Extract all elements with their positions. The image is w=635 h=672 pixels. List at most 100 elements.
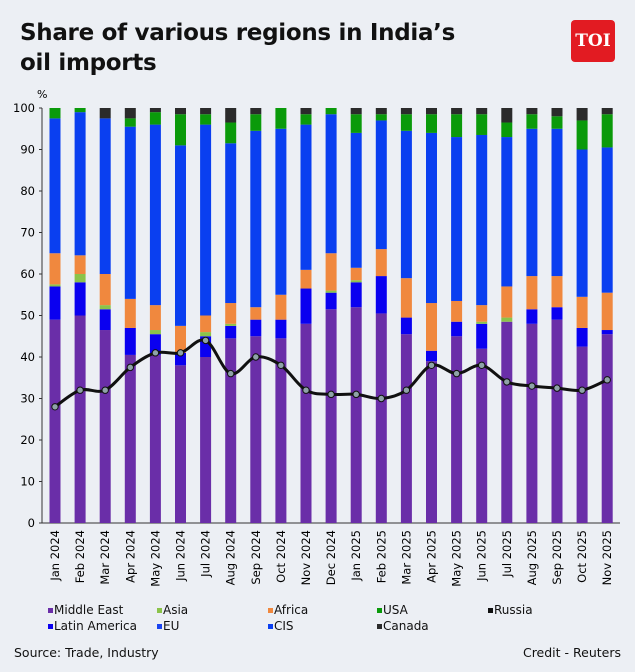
x-tick-label: Aug 2025 (525, 530, 539, 585)
bar-segment-cis (375, 120, 387, 250)
bar-segment-asia (476, 321, 488, 324)
x-tick-label: Mar 2025 (399, 530, 413, 585)
bar-segment-usa (350, 114, 362, 133)
russia-point (252, 353, 260, 361)
bar-segment-middle-east (426, 361, 437, 523)
y-tick-label: 10 (20, 475, 35, 489)
x-tick-label: Apr 2025 (425, 530, 439, 583)
bar-segment-cis (74, 112, 86, 256)
russia-point (377, 394, 385, 403)
bar-segment-latin-america (300, 288, 312, 324)
legend-label: Canada (383, 619, 429, 633)
legend-swatch (268, 607, 273, 613)
bar-segment-cis (225, 143, 237, 304)
x-tick-label: May 2025 (450, 530, 464, 587)
russia-point (603, 376, 611, 384)
bar-segment-canada (501, 108, 513, 123)
x-tick-label: May 2024 (148, 530, 162, 587)
russia-point (302, 386, 310, 394)
x-tick-label: Oct 2025 (575, 530, 589, 583)
bar-segment-usa (175, 114, 186, 146)
legend-swatch (488, 607, 493, 613)
bar-segment-usa (275, 108, 287, 129)
bar-segment-usa (400, 114, 412, 131)
bar-segment-cis (576, 149, 588, 297)
bar-segment-cis (300, 124, 312, 270)
bar-segment-usa (551, 116, 563, 129)
x-tick-label: Feb 2025 (374, 530, 388, 583)
legend-item: Canada (377, 619, 429, 633)
bar-segment-africa (601, 292, 613, 331)
y-tick-label: 100 (13, 101, 35, 115)
bar-segment-middle-east (275, 338, 287, 523)
bar-segment-africa (576, 296, 588, 328)
bar-segment-cis (250, 130, 262, 308)
bar-segment-latin-america (225, 325, 237, 339)
bar-segment-cis (501, 137, 513, 287)
bar-segment-canada (426, 108, 437, 115)
legend-item: Middle East (48, 603, 123, 617)
x-tick-label: Feb 2024 (73, 530, 87, 583)
bar-segment-africa (451, 300, 463, 322)
bar-segment-latin-america (551, 307, 563, 320)
legend-swatch (48, 607, 53, 613)
bar-segment-canada (250, 108, 262, 115)
bar-segment-canada (124, 108, 136, 119)
bar-segment-africa (275, 294, 287, 320)
legend-item: USA (377, 603, 408, 617)
russia-point (427, 361, 436, 369)
bar-segment-middle-east (49, 319, 61, 523)
legend-item: Africa (268, 603, 308, 617)
bar-segment-asia (149, 330, 161, 335)
russia-point (176, 349, 185, 357)
bar-segment-africa (200, 315, 212, 333)
bar-segment-latin-america (99, 309, 111, 331)
bar-segment-latin-america (175, 352, 186, 366)
bar-segment-cis (49, 118, 61, 254)
bar-segment-asia (74, 274, 86, 283)
bar-segment-middle-east (400, 334, 412, 523)
bar-segment-cis (149, 124, 161, 306)
bar-segment-cis (325, 114, 337, 254)
legend-swatch (268, 623, 273, 629)
bar-segment-cis (601, 147, 613, 293)
bar-segment-africa (325, 253, 337, 291)
bar-segment-canada (225, 108, 237, 123)
bar-segment-middle-east (476, 348, 488, 523)
x-tick-label: Jan 2025 (349, 530, 363, 582)
russia-point (201, 336, 210, 345)
source-note: Source: Trade, Industry (14, 645, 159, 660)
bar-segment-usa (49, 108, 61, 119)
bar-segment-canada (350, 108, 362, 115)
russia-point (327, 390, 335, 399)
bar-segment-usa (200, 114, 212, 125)
x-tick-label: Nov 2024 (299, 530, 313, 585)
y-tick-label: 70 (20, 226, 35, 240)
bar-segment-middle-east (325, 309, 337, 523)
y-axis-label: % (37, 88, 47, 101)
bar-segment-middle-east (225, 338, 237, 523)
russia-point (503, 378, 511, 386)
legend-item: Russia (488, 603, 533, 617)
bar-segment-cis (175, 145, 186, 326)
russia-point (578, 386, 586, 394)
bar-segment-africa (551, 276, 563, 308)
bar-segment-middle-east (175, 365, 186, 523)
legend-item: EU (157, 619, 179, 633)
bar-segment-usa (476, 114, 488, 135)
bar-segment-usa (526, 114, 538, 129)
bar-segment-africa (175, 325, 186, 353)
bar-segment-middle-east (601, 334, 613, 523)
bar-segment-latin-america (124, 327, 136, 355)
chart-title: Share of various regions in India’s oil … (20, 20, 455, 76)
bar-segment-asia (350, 280, 362, 283)
legend-label: Africa (274, 603, 309, 617)
legend-swatch (377, 623, 382, 629)
bar-segment-latin-america (250, 319, 262, 337)
bar-segment-asia (325, 290, 337, 293)
legend-item: Latin America (48, 619, 137, 633)
x-tick-label: Apr 2024 (123, 530, 137, 583)
bar-segment-africa (501, 286, 513, 318)
bar-segment-africa (74, 255, 86, 274)
